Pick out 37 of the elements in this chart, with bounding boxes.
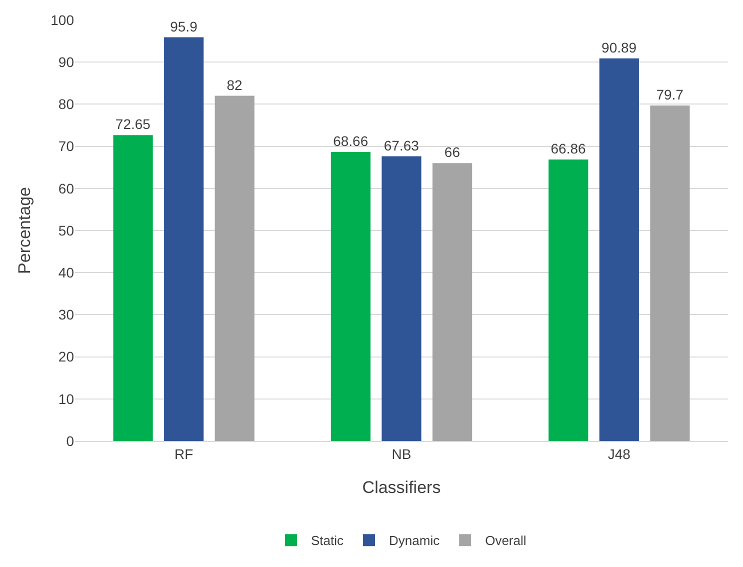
legend-label: Overall xyxy=(485,533,526,548)
x-tick-label: NB xyxy=(392,446,412,462)
bar xyxy=(599,58,639,441)
data-label: 66.86 xyxy=(550,140,586,157)
y-axis-title: Percentage xyxy=(15,187,34,274)
y-tick-label: 10 xyxy=(58,390,74,407)
data-label: 67.63 xyxy=(384,137,420,154)
y-tick-label: 50 xyxy=(58,222,74,238)
y-tick-label: 90 xyxy=(58,54,74,70)
bar xyxy=(164,37,204,441)
y-tick-label: 100 xyxy=(50,12,74,28)
data-label: 82 xyxy=(226,76,243,93)
bar xyxy=(214,96,254,441)
x-tick-label: J48 xyxy=(608,446,631,462)
y-tick-label: 40 xyxy=(58,264,74,280)
data-label: 79.7 xyxy=(656,86,684,102)
y-tick-label: 60 xyxy=(58,180,74,196)
y-tick-label: 70 xyxy=(58,138,74,154)
bar xyxy=(548,160,588,441)
x-tick-label: RF xyxy=(174,446,194,462)
y-tick-label: 30 xyxy=(58,306,74,323)
data-label: 68.66 xyxy=(333,132,368,149)
y-tick-label: 20 xyxy=(58,348,74,365)
legend-label: Dynamic xyxy=(389,533,440,548)
data-label: 66 xyxy=(444,144,460,160)
bar xyxy=(432,163,472,441)
data-label: 72.65 xyxy=(115,116,151,132)
data-label: 90.89 xyxy=(602,39,637,56)
bar xyxy=(382,156,422,441)
x-axis-title: Classifiers xyxy=(362,478,441,498)
bar xyxy=(113,135,153,441)
bar xyxy=(330,152,371,441)
y-tick-label: 0 xyxy=(66,432,74,449)
bar xyxy=(650,105,690,441)
legend-label: Static xyxy=(311,533,344,548)
data-label: 95.9 xyxy=(170,18,198,34)
y-tick-label: 80 xyxy=(58,96,74,112)
